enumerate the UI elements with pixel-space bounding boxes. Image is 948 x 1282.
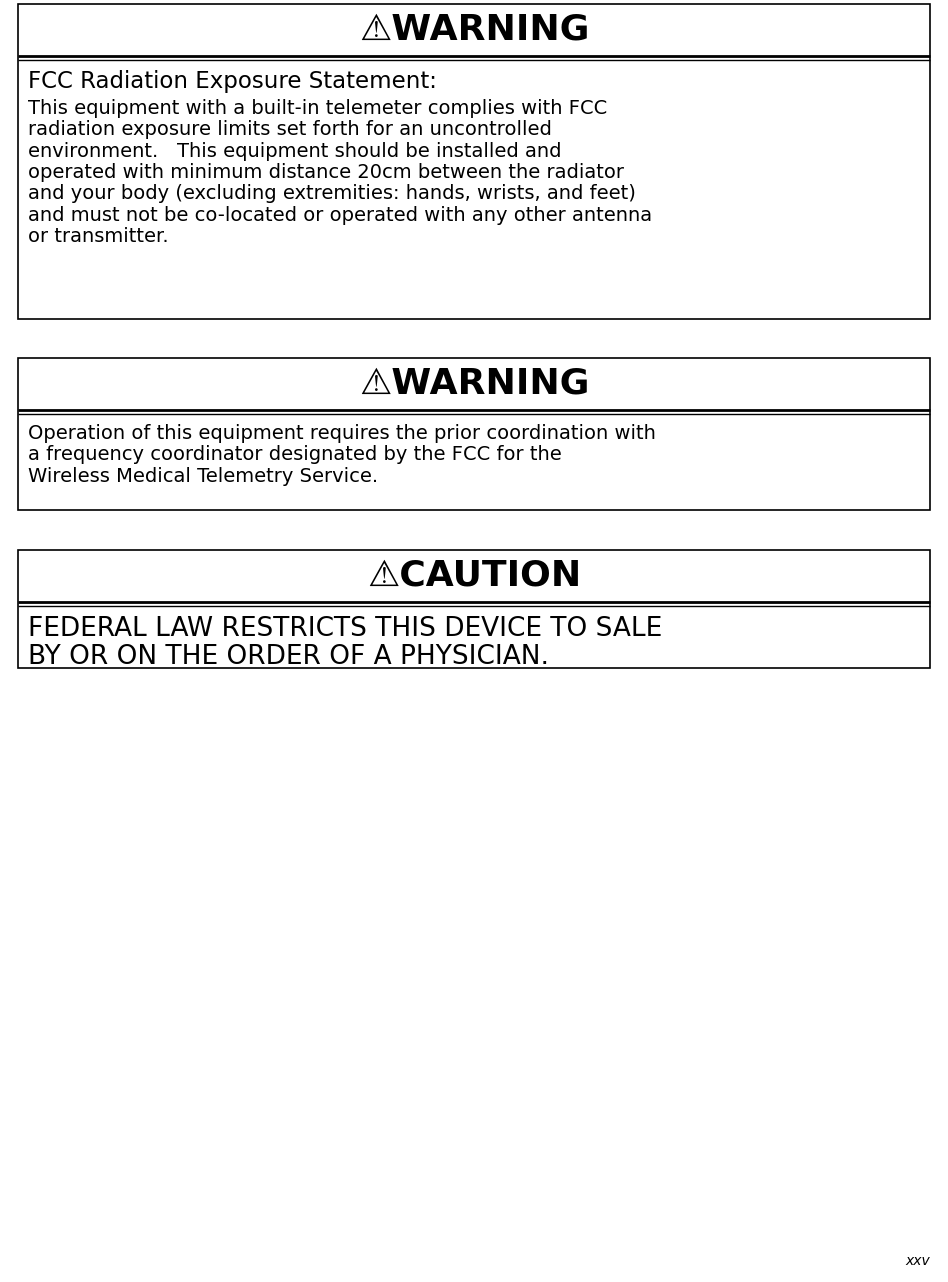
Bar [18, 550, 930, 668]
Text: xxv: xxv [905, 1254, 930, 1268]
Text: radiation exposure limits set forth for an uncontrolled: radiation exposure limits set forth for … [28, 121, 552, 140]
Text: FCC Radiation Exposure Statement:: FCC Radiation Exposure Statement: [28, 71, 437, 92]
Text: ⚠WARNING: ⚠WARNING [358, 367, 590, 401]
Text: ⚠WARNING: ⚠WARNING [358, 13, 590, 47]
Text: and must not be co-located or operated with any other antenna: and must not be co-located or operated w… [28, 205, 652, 224]
Bar [18, 358, 930, 510]
Text: a frequency coordinator designated by the FCC for the: a frequency coordinator designated by th… [28, 445, 562, 464]
Text: This equipment with a built-in telemeter complies with FCC: This equipment with a built-in telemeter… [28, 99, 608, 118]
Text: and your body (excluding extremities: hands, wrists, and feet): and your body (excluding extremities: ha… [28, 185, 636, 204]
Text: FEDERAL LAW RESTRICTS THIS DEVICE TO SALE: FEDERAL LAW RESTRICTS THIS DEVICE TO SAL… [28, 617, 663, 642]
Bar [18, 4, 930, 319]
Text: BY OR ON THE ORDER OF A PHYSICIAN.: BY OR ON THE ORDER OF A PHYSICIAN. [28, 645, 549, 670]
Text: environment.   This equipment should be installed and: environment. This equipment should be in… [28, 141, 561, 160]
Text: or transmitter.: or transmitter. [28, 227, 169, 246]
Text: Operation of this equipment requires the prior coordination with: Operation of this equipment requires the… [28, 424, 656, 444]
Text: ⚠CAUTION: ⚠CAUTION [367, 559, 581, 594]
Text: Wireless Medical Telemetry Service.: Wireless Medical Telemetry Service. [28, 467, 378, 486]
Text: operated with minimum distance 20cm between the radiator: operated with minimum distance 20cm betw… [28, 163, 624, 182]
